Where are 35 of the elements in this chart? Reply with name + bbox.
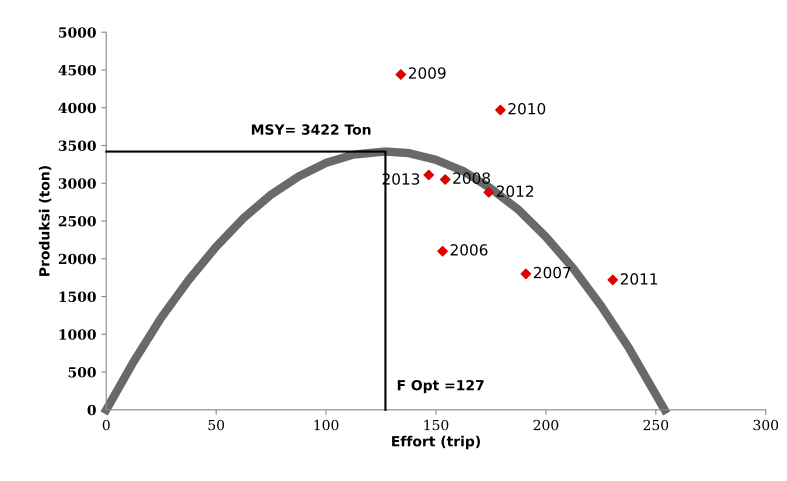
- x-tick-label: 300: [754, 420, 778, 430]
- point: [483, 187, 494, 198]
- annotation: F Opt =127: [398, 380, 484, 394]
- annotation: 2009: [408, 67, 446, 79]
- y-axis-title: Produksi (ton): [38, 166, 52, 276]
- y-tick-label: 0: [88, 404, 96, 416]
- annotation: 2007: [534, 266, 570, 278]
- annotation: MSY= 3422 Ton: [252, 124, 370, 135]
- point: [495, 104, 506, 116]
- y-tick-label: 2000: [58, 254, 96, 264]
- x-tick-label: 250: [644, 420, 668, 430]
- y-tick-label: 4500: [58, 64, 96, 76]
- x-tick-label: 50: [208, 420, 224, 430]
- point: [437, 246, 448, 257]
- y-tick-label: 3500: [58, 140, 96, 151]
- y-tick-label: 1000: [60, 329, 96, 340]
- annotation: 2011: [620, 273, 658, 285]
- point: [440, 174, 451, 185]
- point: [520, 268, 532, 280]
- y-tick-label: 500: [68, 367, 96, 378]
- y-tick-label: 4000: [58, 102, 96, 114]
- point: [396, 69, 406, 80]
- annotation: 2006: [450, 244, 488, 256]
- y-tick-label: 5000: [59, 27, 96, 38]
- point: [423, 170, 434, 180]
- y-tick-label: 1500: [60, 292, 96, 302]
- annotation: 2010: [508, 102, 546, 115]
- x-tick-label: 100: [314, 420, 338, 430]
- x-tick-label: 0: [102, 420, 110, 430]
- x-axis-title: Effort (trip): [392, 436, 480, 450]
- point: [607, 274, 618, 286]
- x-tick-label: 200: [534, 420, 558, 430]
- x-tick-label: 150: [424, 420, 448, 430]
- y-tick-label: 3000: [58, 178, 96, 189]
- y-tick-label: 2500: [58, 216, 96, 226]
